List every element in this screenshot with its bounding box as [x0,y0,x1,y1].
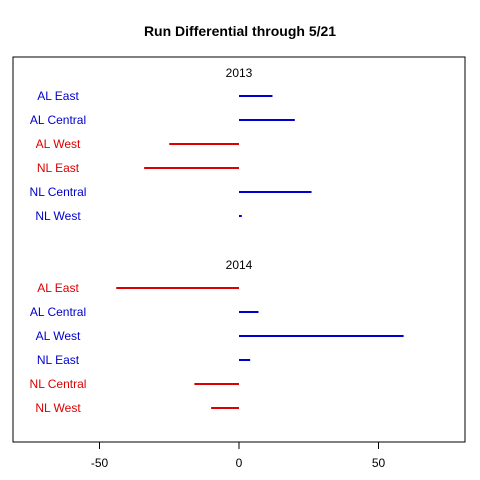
panel-label-2013: 2013 [226,66,253,80]
panel-label-2014: 2014 [226,258,253,272]
category-label-2013-al-central: AL Central [30,113,86,127]
x-axis: -50 0 50 [91,442,386,470]
category-label-2014-al-east: AL East [37,281,79,295]
category-label-2013-nl-east: NL East [37,161,80,175]
category-label-2013-nl-central: NL Central [30,185,87,199]
chart-title: Run Differential through 5/21 [144,23,336,39]
category-label-2013-al-east: AL East [37,89,79,103]
category-label-2014-al-west: AL West [36,329,81,343]
x-tick-label--50: -50 [91,456,109,470]
category-label-2013-al-west: AL West [36,137,81,151]
chart-marks: 2013 AL East AL Central AL West NL East NL Ce… [30,66,404,415]
category-label-2014-nl-east: NL East [37,353,80,367]
category-label-2014-nl-west: NL West [35,401,81,415]
x-tick-label-0: 0 [236,456,243,470]
category-label-2013-nl-west: NL West [35,209,81,223]
x-tick-label-50: 50 [372,456,386,470]
category-label-2014-nl-central: NL Central [30,377,87,391]
category-label-2014-al-central: AL Central [30,305,86,319]
